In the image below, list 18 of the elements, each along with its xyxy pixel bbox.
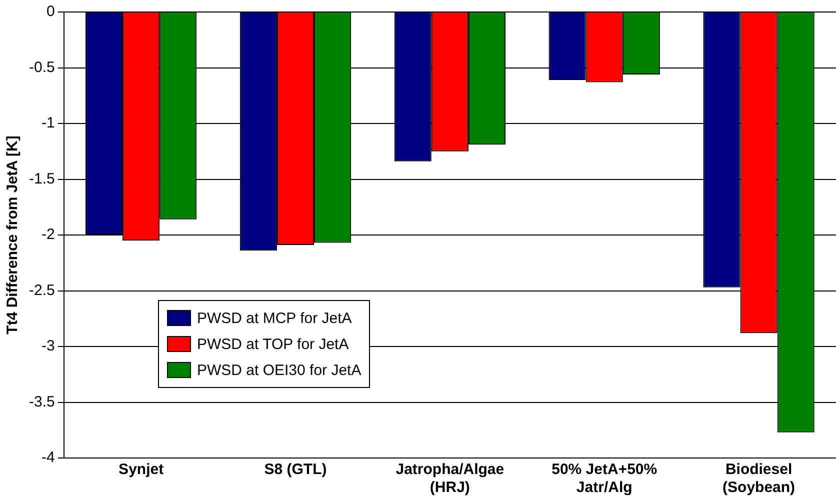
y-tick-label: 0: [46, 3, 55, 20]
x-tick-label: Biodiesel (Soybean): [722, 461, 796, 496]
y-tick-label: -3: [42, 338, 55, 355]
legend-label: PWSD at TOP for JetA: [197, 336, 349, 352]
y-tick-label: -2: [42, 226, 55, 244]
y-tick-label: -2.5: [28, 282, 55, 299]
x-tick-label: S8 (GTL): [264, 461, 327, 478]
y-tick-label: -1: [42, 114, 55, 132]
y-tick-label: -0.5: [28, 58, 55, 76]
y-tick-label: -3.5: [28, 393, 55, 410]
y-tick-label: -1.5: [28, 170, 55, 188]
x-tick-label: Jatropha/Algae (HRJ): [396, 461, 504, 496]
y-axis-title: Tt4 Difference from JetA [K]: [4, 136, 22, 334]
x-tick-label: Synjet: [118, 461, 164, 478]
x-tick-label: 50% JetA+50% Jatr/Alg: [552, 461, 658, 496]
legend-label: PWSD at MCP for JetA: [197, 310, 352, 326]
y-tick-label: -4: [42, 449, 55, 466]
legend-label: PWSD at OEI30 for JetA: [197, 362, 362, 378]
